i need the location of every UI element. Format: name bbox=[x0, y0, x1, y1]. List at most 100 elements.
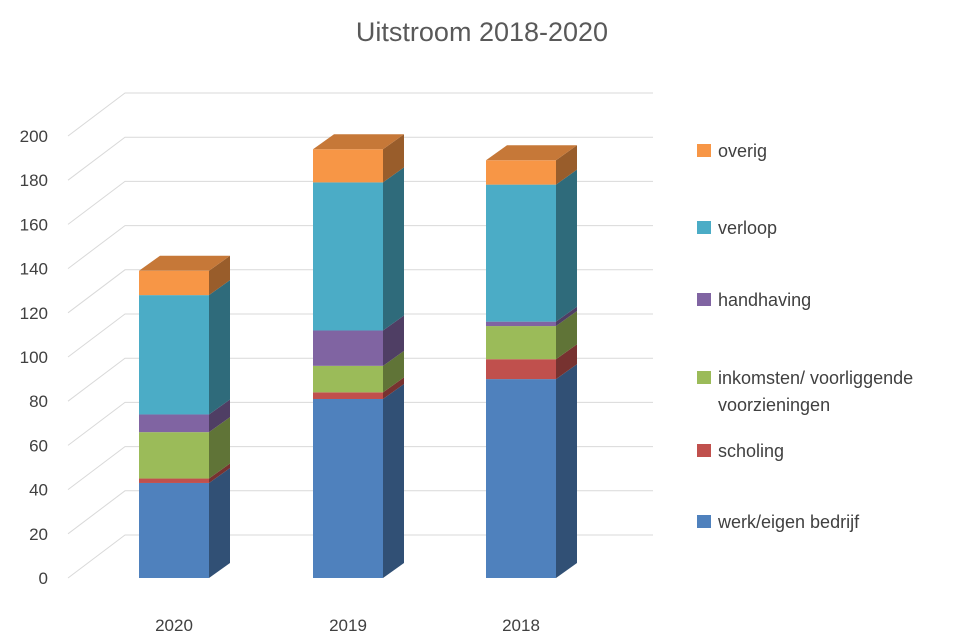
bar-segment-2019-inkomsten-voorliggende-voorzieningen bbox=[313, 350, 404, 393]
y-tick-label: 140 bbox=[20, 260, 48, 279]
legend-swatch bbox=[697, 221, 711, 234]
bar-side bbox=[209, 399, 230, 433]
bar-side bbox=[209, 255, 230, 296]
gridline bbox=[67, 446, 653, 490]
legend-swatch bbox=[697, 371, 711, 384]
bar-side bbox=[383, 377, 404, 399]
bar-side bbox=[556, 344, 577, 380]
gridline bbox=[67, 180, 653, 225]
bar-front bbox=[486, 184, 556, 322]
bar-front bbox=[486, 359, 556, 380]
x-axis-labels: 2020 2019 2018 bbox=[155, 616, 540, 634]
bar-front bbox=[313, 330, 383, 366]
legend-label: werk/eigen bedrijf bbox=[717, 512, 860, 532]
legend-item-scholing: scholing bbox=[697, 441, 784, 461]
legend-item-inkomsten-voorliggende-voorzieningen: inkomsten/ voorliggende voorzieningen bbox=[697, 368, 913, 415]
bar-side bbox=[383, 315, 404, 366]
bar-side bbox=[209, 280, 230, 415]
bar-side bbox=[556, 364, 577, 578]
gridline bbox=[67, 534, 653, 579]
bar-front bbox=[486, 160, 556, 185]
bar-top bbox=[313, 134, 404, 150]
bar-front bbox=[139, 432, 209, 479]
bar-segment-2020-werk-eigen-bedrijf bbox=[139, 467, 230, 578]
y-tick-label: 120 bbox=[20, 304, 48, 323]
gridline bbox=[67, 92, 653, 137]
legend-label: overig bbox=[718, 141, 767, 161]
bar-side bbox=[383, 383, 404, 578]
legend-label: inkomsten/ voorliggende bbox=[718, 368, 913, 388]
y-tick-label: 100 bbox=[20, 348, 48, 367]
bar-segment-2018-handhaving bbox=[486, 306, 577, 327]
bar-side bbox=[556, 306, 577, 327]
bar-side bbox=[556, 169, 577, 322]
gridline bbox=[67, 225, 653, 269]
bar-segment-2019-overig bbox=[313, 134, 404, 183]
bar-side bbox=[209, 467, 230, 578]
bar-front bbox=[486, 321, 556, 327]
legend-item-handhaving: handhaving bbox=[697, 290, 811, 310]
bar-front bbox=[139, 270, 209, 296]
gridline bbox=[67, 136, 653, 181]
bar-segment-2018-inkomsten-voorliggende-voorzieningen bbox=[486, 311, 577, 360]
gridline bbox=[67, 357, 653, 402]
x-category-label: 2019 bbox=[329, 616, 367, 634]
y-axis-ticks: 0 20 40 60 80 100 120 140 160 180 200 bbox=[20, 127, 48, 588]
y-tick-label: 20 bbox=[29, 525, 48, 544]
bar-segment-2020-overig bbox=[139, 255, 230, 296]
bar-side bbox=[556, 311, 577, 360]
chart-title: Uitstroom 2018-2020 bbox=[356, 17, 608, 47]
y-tick-label: 200 bbox=[20, 127, 48, 146]
bar-front bbox=[139, 482, 209, 578]
x-category-label: 2018 bbox=[502, 616, 540, 634]
legend-item-werk-eigen-bedrijf: werk/eigen bedrijf bbox=[697, 512, 860, 532]
bar-side bbox=[383, 134, 404, 183]
legend-swatch bbox=[697, 144, 711, 157]
bar-side bbox=[383, 350, 404, 393]
legend-label: scholing bbox=[718, 441, 784, 461]
gridline bbox=[67, 490, 653, 535]
y-tick-label: 180 bbox=[20, 171, 48, 190]
legend-label: voorzieningen bbox=[718, 395, 830, 415]
bar-front bbox=[486, 379, 556, 578]
bar-segment-2020-inkomsten-voorliggende-voorzieningen bbox=[139, 417, 230, 479]
bar-segment-2018-werk-eigen-bedrijf bbox=[486, 364, 577, 578]
bar-front bbox=[313, 365, 383, 393]
gridline bbox=[67, 401, 653, 446]
y-tick-label: 80 bbox=[29, 392, 48, 411]
y-tick-label: 40 bbox=[29, 481, 48, 500]
bar-segment-2018-scholing bbox=[486, 344, 577, 380]
bar-segment-2018-overig bbox=[486, 145, 577, 185]
legend-swatch bbox=[697, 515, 711, 528]
legend-item-verloop: verloop bbox=[697, 218, 777, 238]
bar-top bbox=[486, 145, 577, 161]
bar-segment-2020-scholing bbox=[139, 463, 230, 483]
bar-side bbox=[209, 417, 230, 479]
bar-segment-2019-verloop bbox=[313, 167, 404, 331]
legend-swatch bbox=[697, 444, 711, 457]
gridline bbox=[67, 313, 653, 358]
legend: overig verloop handhaving inkomsten/ voorli… bbox=[697, 141, 913, 532]
bar-side bbox=[383, 167, 404, 331]
bars bbox=[139, 134, 577, 578]
x-category-label: 2020 bbox=[155, 616, 193, 634]
bar-front bbox=[313, 149, 383, 183]
legend-label: verloop bbox=[718, 218, 777, 238]
bar-segment-2020-handhaving bbox=[139, 399, 230, 433]
bar-front bbox=[313, 392, 383, 399]
bar-front bbox=[139, 478, 209, 483]
bar-front bbox=[139, 295, 209, 415]
bar-segment-2019-scholing bbox=[313, 377, 404, 399]
bar-top bbox=[139, 255, 230, 271]
bar-side bbox=[556, 145, 577, 185]
y-tick-label: 0 bbox=[39, 569, 48, 588]
legend-label: handhaving bbox=[718, 290, 811, 310]
bar-segment-2019-werk-eigen-bedrijf bbox=[313, 383, 404, 578]
bar-segment-2019-handhaving bbox=[313, 315, 404, 366]
gridlines bbox=[67, 92, 653, 579]
legend-item-overig: overig bbox=[697, 141, 767, 161]
bar-front bbox=[313, 398, 383, 578]
y-tick-label: 160 bbox=[20, 215, 48, 234]
legend-swatch bbox=[697, 293, 711, 306]
